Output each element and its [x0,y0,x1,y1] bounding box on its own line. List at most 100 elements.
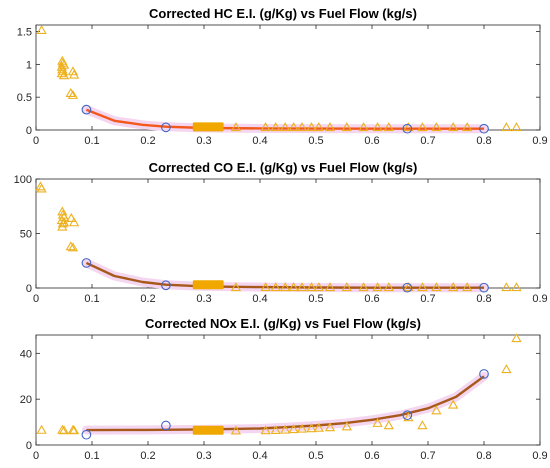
nox-x-tick-label: 0.8 [476,450,491,462]
co-triangle-point [431,282,442,292]
co-x-tick-label: 0.7 [420,293,435,305]
co-x-tick-label: 0.3 [196,293,211,305]
hc-triangle-point [448,122,459,132]
co-triangle-point [341,282,352,292]
co-triangle-point [65,241,76,251]
hc-triangle-point [67,66,79,76]
hc-triangle-point [511,122,522,132]
hc-x-tick-label: 0.7 [420,135,435,147]
co-cluster [192,280,224,290]
hc-triangle-point [501,122,512,132]
nox-triangle-point [501,364,512,374]
co-triangle-point [306,282,317,292]
nox-x-ticks: 0 0.1 0.2 0.3 0.4 0.5 0.6 0.7 0.8 0.9 [33,335,548,462]
co-triangle-point [383,282,394,292]
co-fit-line [85,261,484,289]
nox-circle-point [402,410,413,421]
hc-triangle-point [56,68,67,78]
nox-triangle-point [288,424,299,434]
hc-x-tick-label: 0.1 [84,135,99,147]
hc-circle-points [81,104,489,134]
co-triangle-point [417,282,428,292]
nox-x-tick-label: 0.9 [532,450,547,462]
co-circle-point [161,280,171,291]
nox-triangle-point [324,422,336,432]
nox-triangle-point [306,423,317,433]
co-triangle-point [511,282,522,292]
co-triangle-point [58,217,70,227]
co-y-ticks: 0 50 100 [14,174,540,295]
nox-y-tick-label: 0 [26,440,32,452]
hc-x-tick-label: 0.3 [196,135,211,147]
hc-triangle-point [324,122,336,132]
hc-x-tick-label: 0.8 [476,135,491,147]
co-triangle-point [270,282,281,292]
co-y-tick-label: 50 [20,229,32,241]
nox-x-tick-label: 0.5 [308,450,323,462]
hc-cluster-band [192,122,224,132]
nox-chart-title: Corrected NOx E.I. (g/Kg) vs Fuel Flow (… [145,316,421,331]
nox-triangle-point [417,420,428,430]
co-chart-title: Corrected CO E.I. (g/Kg) vs Fuel Flow (k… [149,160,418,175]
hc-triangle-point [358,122,369,132]
hc-triangle-point [280,122,291,132]
hc-x-ticks: 0 0.1 0.2 0.3 0.4 0.5 0.6 0.7 0.8 0.9 [33,25,548,147]
hc-triangle-point [372,122,383,132]
hc-fit-line [85,108,484,130]
co-x-tick-label: 0.5 [308,293,323,305]
hc-triangle-point [58,70,70,80]
co-triangle-point [296,282,308,292]
hc-triangle-point [306,122,317,132]
hc-triangle-point [36,24,47,34]
co-triangle-point [462,282,473,292]
nox-triangle-point [448,399,459,409]
nox-triangle-points [36,333,522,435]
co-triangle-point [288,282,299,292]
nox-triangle-point [403,412,414,422]
hc-chart-title: Corrected HC E.I. (g/Kg) vs Fuel Flow (k… [149,6,417,21]
nox-cluster-band [192,425,224,435]
nox-circle-point [161,420,171,431]
hc-triangle-point [313,122,324,132]
hc-triangle-point [68,69,80,79]
hc-x-tick-label: 0.4 [252,135,267,147]
co-triangle-point [448,282,459,292]
co-x-tick-label: 0.9 [532,293,547,305]
nox-triangle-point [68,425,80,435]
hc-triangle-point [230,122,242,132]
co-triangle-point [280,282,291,292]
hc-triangle-points [36,24,522,132]
hc-y-tick-label: 0 [26,125,32,137]
hc-x-tick-label: 0.6 [364,135,379,147]
nox-triangle-point [372,417,383,427]
co-triangle-point [67,242,79,252]
nox-triangle-point [36,424,47,434]
hc-triangle-point [431,122,442,132]
hc-y-tick-label: 1 [26,59,32,71]
co-circle-point [479,282,489,293]
hc-triangle-point [67,89,79,99]
nox-triangle-point [58,425,70,435]
nox-triangle-point [341,421,352,431]
hc-triangle-point [403,122,414,132]
co-triangle-point [260,282,271,292]
co-x-tick-label: 0 [33,293,39,305]
hc-cluster [192,122,224,132]
hc-fit-curve [81,105,489,134]
co-triangle-point [313,282,324,292]
nox-triangle-point [313,422,324,432]
hc-x-tick-label: 0.9 [532,135,547,147]
nox-triangle-point [270,425,281,435]
hc-triangle-point [296,122,308,132]
nox-y-tick-label: 20 [20,394,32,406]
co-triangle-point [501,282,512,292]
nox-circle-point [81,429,92,440]
co-panel: Corrected CO E.I. (g/Kg) vs Fuel Flow (k… [14,160,548,305]
nox-panel: Corrected NOx E.I. (g/Kg) vs Fuel Flow (… [20,316,548,462]
co-x-tick-label: 0.6 [364,293,379,305]
hc-x-tick-label: 0.5 [308,135,323,147]
hc-circle-point [81,104,92,115]
hc-axes-box [35,24,541,131]
co-x-tick-label: 0.1 [84,293,99,305]
nox-triangle-point [511,333,522,343]
